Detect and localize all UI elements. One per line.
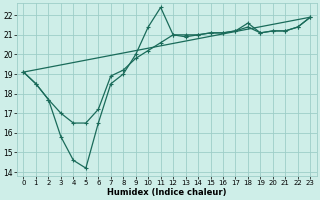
X-axis label: Humidex (Indice chaleur): Humidex (Indice chaleur) <box>107 188 227 197</box>
